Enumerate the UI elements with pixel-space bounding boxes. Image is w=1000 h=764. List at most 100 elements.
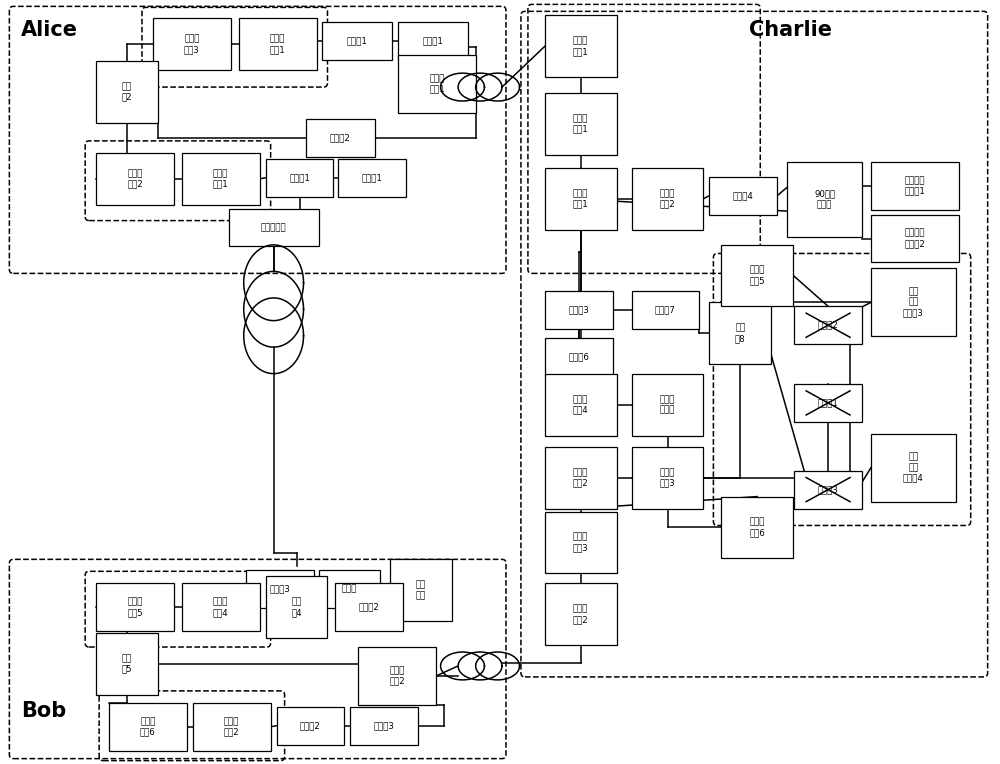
FancyBboxPatch shape <box>721 244 793 306</box>
FancyBboxPatch shape <box>193 703 271 751</box>
Text: 平衡
零拍
探测器4: 平衡 零拍 探测器4 <box>903 453 924 483</box>
Text: 光纤准
直器3: 光纤准 直器3 <box>573 533 589 552</box>
Text: 声光调制器: 声光调制器 <box>261 223 286 232</box>
FancyBboxPatch shape <box>794 384 862 422</box>
FancyBboxPatch shape <box>721 497 793 558</box>
Text: 振幅调
制器3: 振幅调 制器3 <box>184 34 200 54</box>
Text: 分束片3: 分束片3 <box>818 485 839 494</box>
FancyBboxPatch shape <box>545 291 613 329</box>
Text: 锁频
模块: 锁频 模块 <box>416 581 426 600</box>
Text: 偏振合
束器1: 偏振合 束器1 <box>429 74 445 94</box>
FancyBboxPatch shape <box>246 570 314 608</box>
Text: Charlie: Charlie <box>749 21 832 40</box>
Text: 光纤准
直器1: 光纤准 直器1 <box>573 115 589 134</box>
FancyBboxPatch shape <box>96 583 174 631</box>
FancyBboxPatch shape <box>545 93 617 155</box>
Text: 分束片1: 分束片1 <box>818 398 839 407</box>
Text: 分束器1: 分束器1 <box>289 173 310 183</box>
Text: 相位调
制器1: 相位调 制器1 <box>270 34 285 54</box>
Text: 衰减器1: 衰减器1 <box>423 37 444 46</box>
Text: 光纤准
直器5: 光纤准 直器5 <box>749 266 765 285</box>
Text: 光纤准
直器6: 光纤准 直器6 <box>749 518 765 537</box>
Text: 时钟恢
复模块: 时钟恢 复模块 <box>660 395 675 415</box>
FancyBboxPatch shape <box>545 168 617 229</box>
FancyBboxPatch shape <box>350 707 418 745</box>
FancyBboxPatch shape <box>358 647 436 705</box>
Text: 激光器2: 激光器2 <box>359 603 380 612</box>
Text: 衰减器3: 衰减器3 <box>374 721 395 730</box>
FancyBboxPatch shape <box>632 168 703 229</box>
Text: 分束
器5: 分束 器5 <box>122 654 132 674</box>
FancyBboxPatch shape <box>871 162 959 209</box>
FancyBboxPatch shape <box>182 153 260 205</box>
FancyBboxPatch shape <box>153 18 231 70</box>
FancyBboxPatch shape <box>545 512 617 573</box>
FancyBboxPatch shape <box>109 703 187 751</box>
Text: 分束片2: 分束片2 <box>818 321 839 330</box>
Text: 偏振控
制器2: 偏振控 制器2 <box>573 604 589 624</box>
Text: 平衡
零拍
探测器3: 平衡 零拍 探测器3 <box>903 287 924 317</box>
Text: 振幅调
制器6: 振幅调 制器6 <box>140 717 156 736</box>
Text: 振幅调
制器5: 振幅调 制器5 <box>127 597 143 617</box>
FancyBboxPatch shape <box>322 22 392 60</box>
Text: 光纤准
直器2: 光纤准 直器2 <box>660 189 675 209</box>
FancyBboxPatch shape <box>306 119 375 157</box>
FancyBboxPatch shape <box>390 559 452 621</box>
Text: 分束
器4: 分束 器4 <box>291 597 302 617</box>
FancyBboxPatch shape <box>632 374 703 435</box>
Text: 振幅调
制器4: 振幅调 制器4 <box>213 597 229 617</box>
Text: 延时线1: 延时线1 <box>347 37 368 46</box>
Text: 振幅调
制器2: 振幅调 制器2 <box>127 169 143 189</box>
Text: Bob: Bob <box>21 701 67 720</box>
FancyBboxPatch shape <box>871 215 959 263</box>
Text: 振幅调
制器1: 振幅调 制器1 <box>213 169 229 189</box>
FancyBboxPatch shape <box>398 22 468 60</box>
FancyBboxPatch shape <box>545 15 617 77</box>
Text: 偏振合
束器2: 偏振合 束器2 <box>389 666 405 685</box>
Text: 相位调
制器3: 相位调 制器3 <box>660 468 675 487</box>
FancyBboxPatch shape <box>239 18 317 70</box>
FancyBboxPatch shape <box>319 570 380 608</box>
FancyBboxPatch shape <box>709 176 777 215</box>
Text: 延时线2: 延时线2 <box>300 721 321 730</box>
Text: 偏振控
制器1: 偏振控 制器1 <box>573 37 589 56</box>
FancyBboxPatch shape <box>545 374 617 435</box>
Text: 延时线4: 延时线4 <box>733 191 754 200</box>
FancyBboxPatch shape <box>794 471 862 509</box>
Text: 偏振分
束器1: 偏振分 束器1 <box>573 189 589 209</box>
Text: Alice: Alice <box>21 21 78 40</box>
Text: 分束器7: 分束器7 <box>655 306 676 315</box>
FancyBboxPatch shape <box>545 338 613 376</box>
FancyBboxPatch shape <box>632 447 703 509</box>
Text: 探测器: 探测器 <box>342 584 357 594</box>
FancyBboxPatch shape <box>96 61 158 123</box>
FancyBboxPatch shape <box>545 447 617 509</box>
FancyBboxPatch shape <box>709 303 771 364</box>
Text: 激光器1: 激光器1 <box>362 173 383 183</box>
FancyBboxPatch shape <box>96 153 174 205</box>
FancyBboxPatch shape <box>632 291 699 329</box>
FancyBboxPatch shape <box>96 633 158 695</box>
FancyBboxPatch shape <box>338 159 406 196</box>
FancyBboxPatch shape <box>787 162 862 237</box>
FancyBboxPatch shape <box>266 576 327 638</box>
Text: 分束器6: 分束器6 <box>568 353 589 361</box>
FancyBboxPatch shape <box>871 434 956 501</box>
Text: 平衡零拍
探测器1: 平衡零拍 探测器1 <box>904 176 925 196</box>
FancyBboxPatch shape <box>229 209 319 247</box>
FancyBboxPatch shape <box>277 707 344 745</box>
FancyBboxPatch shape <box>545 583 617 645</box>
Text: 衰减器2: 衰减器2 <box>330 134 351 142</box>
Text: 偏振分
束器2: 偏振分 束器2 <box>573 468 589 487</box>
FancyBboxPatch shape <box>182 583 260 631</box>
Text: 平衡零拍
探测器2: 平衡零拍 探测器2 <box>904 229 925 248</box>
FancyBboxPatch shape <box>794 306 862 344</box>
FancyBboxPatch shape <box>398 55 476 113</box>
Text: 光纤准
直器4: 光纤准 直器4 <box>573 395 589 415</box>
Text: 延时线3: 延时线3 <box>568 306 589 315</box>
Text: 相位调
制器2: 相位调 制器2 <box>224 717 240 736</box>
FancyBboxPatch shape <box>871 268 956 336</box>
Text: 分束器3: 分束器3 <box>269 584 290 594</box>
Text: 分束
器2: 分束 器2 <box>122 83 132 102</box>
FancyBboxPatch shape <box>335 583 403 631</box>
